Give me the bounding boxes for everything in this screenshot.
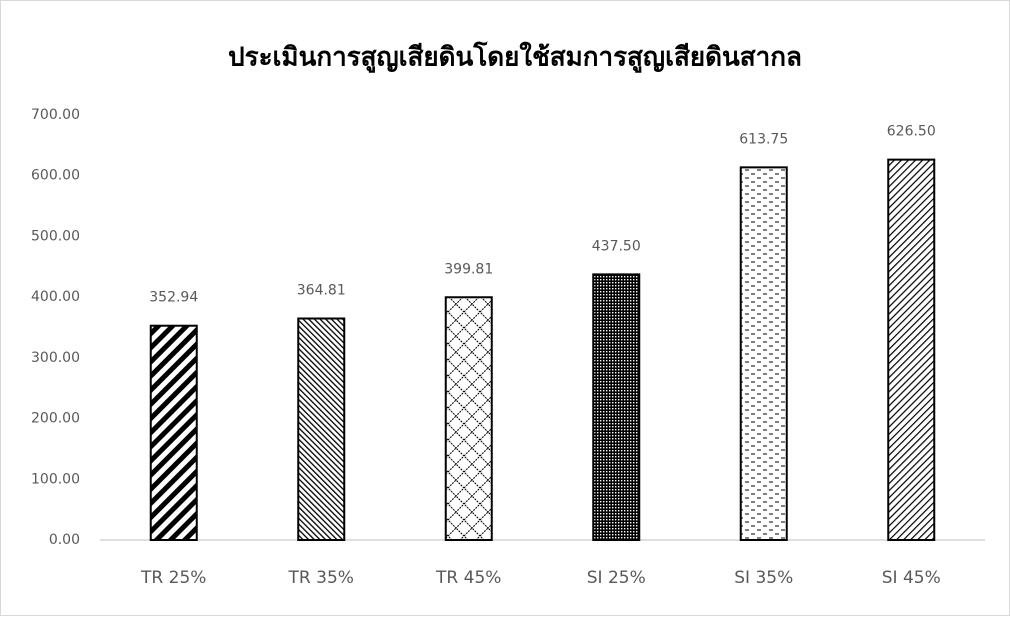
bar — [297, 317, 346, 541]
y-tick-label: 600.00 — [31, 168, 80, 184]
value-label: 364.81 — [297, 283, 346, 299]
y-tick-label: 500.00 — [31, 228, 80, 244]
y-tick-label: 0.00 — [49, 532, 80, 548]
x-tick-label: SI 45% — [882, 568, 941, 588]
bar — [887, 158, 936, 541]
x-tick-label: SI 35% — [734, 568, 793, 588]
value-label: 626.50 — [887, 124, 936, 140]
x-tick-label: SI 25% — [587, 568, 646, 588]
bar — [739, 166, 788, 542]
bar — [444, 296, 493, 541]
y-tick-label: 400.00 — [31, 289, 80, 305]
x-tick-label: TR 45% — [435, 568, 501, 588]
value-label: 613.75 — [739, 131, 788, 147]
y-tick-label: 100.00 — [31, 471, 80, 487]
value-label: 399.81 — [444, 261, 493, 277]
chart-title: ประเมินการสูญเสียดินโดยใช้สมการสูญเสียดิ… — [228, 41, 802, 74]
x-tick-label: TR 35% — [288, 568, 354, 588]
x-tick-label: TR 25% — [140, 568, 206, 588]
value-label: 352.94 — [149, 290, 198, 306]
y-tick-label: 200.00 — [31, 411, 80, 427]
y-tick-label: 700.00 — [31, 107, 80, 123]
y-tick-label: 300.00 — [31, 350, 80, 366]
bar — [149, 324, 198, 541]
value-label: 437.50 — [592, 238, 641, 254]
bar — [592, 273, 641, 541]
